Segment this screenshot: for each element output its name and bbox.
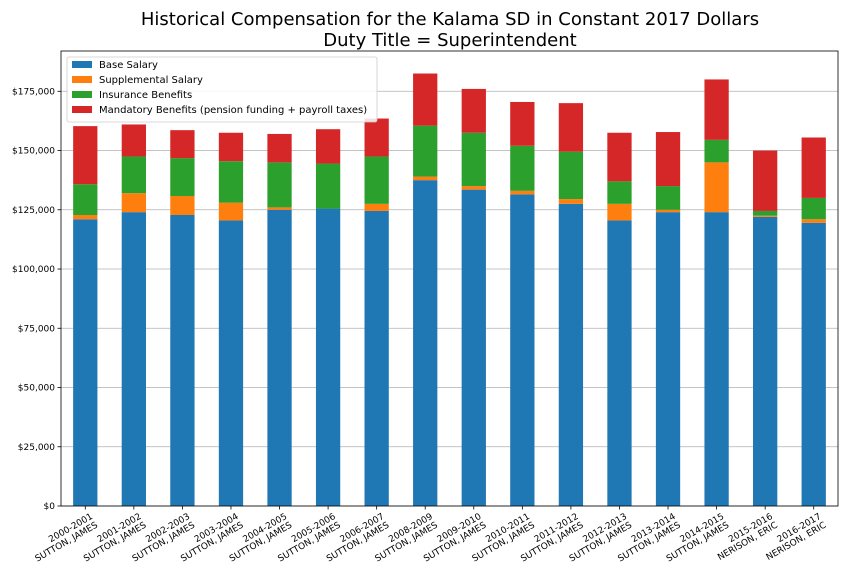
bar-segment (170, 158, 195, 197)
bar-segment (461, 186, 486, 190)
bar-segment (121, 212, 146, 507)
bar-segment (704, 139, 729, 163)
y-tick-label: $150,000 (12, 147, 55, 157)
y-tick-label: $125,000 (12, 206, 55, 216)
y-tick-label: $100,000 (12, 265, 55, 275)
bar-segment (704, 162, 729, 213)
legend: Base Salary Supplemental Salary Insurance … (66, 56, 378, 123)
bar-segment (461, 132, 486, 187)
bar-segment (510, 145, 535, 191)
legend-swatch (72, 61, 92, 68)
bar-segment (121, 193, 146, 213)
bar-segment (655, 212, 681, 507)
bar-segment (218, 202, 244, 221)
y-tick-label: $0 (44, 502, 56, 512)
y-tick-label: $25,000 (18, 443, 55, 453)
bar-segment (510, 190, 535, 195)
legend-swatch (72, 76, 92, 83)
bar-segment (170, 214, 195, 507)
bar-segment (218, 132, 244, 162)
bar-segment (558, 203, 584, 506)
bar-segment (655, 132, 681, 187)
bar-segment (558, 199, 584, 204)
legend-label: Supplemental Salary (99, 75, 203, 86)
bar-segment (655, 186, 681, 210)
bar-segment (704, 212, 729, 507)
bar-segment (73, 184, 98, 215)
legend-swatch (72, 106, 92, 113)
bar-segment (801, 197, 826, 220)
legend-swatch (72, 91, 92, 98)
bar-segment (753, 150, 778, 211)
legend-label: Mandatory Benefits (pension funding + pa… (99, 105, 367, 116)
y-tick-labels: $0 $25,000 $50,000 $75,000 $100,000 $125,000 $… (12, 87, 55, 512)
bar-segment (121, 124, 146, 157)
bar-segment (170, 196, 195, 215)
bars (73, 73, 826, 507)
bar-segment (170, 130, 195, 159)
axes (57, 50, 839, 510)
bar-segment (413, 73, 438, 126)
legend-label: Base Salary (99, 60, 158, 71)
bar-segment (607, 181, 632, 204)
bar-segment (267, 133, 292, 163)
bar-segment (218, 220, 244, 506)
chart-title: Historical Compensation for the Kalama S… (141, 9, 759, 30)
bar-segment (753, 216, 778, 506)
bar-segment (315, 208, 341, 507)
bar-segment (315, 129, 341, 164)
bar-segment (461, 189, 486, 506)
bar-segment (704, 79, 729, 140)
legend-box (66, 56, 378, 123)
y-tick-label: $75,000 (18, 324, 55, 334)
bar-segment (655, 209, 681, 213)
bar-segment (801, 222, 826, 507)
bar-segment (73, 214, 98, 220)
bar-segment (315, 163, 341, 209)
bar-segment (218, 161, 244, 203)
legend-label: Insurance Benefits (99, 90, 192, 101)
bar-segment (267, 209, 292, 506)
bar-segment (267, 207, 292, 210)
bar-segment (364, 210, 389, 506)
bar-segment (607, 220, 632, 506)
bar-segment (413, 176, 438, 181)
bar-segment (267, 162, 292, 208)
bar-segment (413, 125, 438, 177)
y-tick-label: $175,000 (12, 87, 55, 97)
bar-segment (364, 118, 389, 157)
bar-segment (413, 180, 438, 507)
bar-segment (510, 101, 535, 146)
bar-segment (121, 156, 146, 194)
bar-segment (607, 203, 632, 221)
bar-segment (753, 210, 778, 216)
bar-segment (558, 103, 584, 152)
y-tick-label: $50,000 (18, 384, 55, 394)
bar-segment (510, 194, 535, 507)
bar-segment (73, 219, 98, 507)
bar-segment (364, 203, 389, 211)
bar-segment (801, 137, 826, 198)
bar-segment (461, 88, 486, 133)
chart-subtitle: Duty Title = Superintendent (323, 30, 576, 51)
bar-segment (558, 151, 584, 200)
bar-segment (364, 156, 389, 204)
bar-segment (753, 215, 778, 217)
bar-segment (73, 126, 98, 185)
bar-segment (801, 219, 826, 223)
bar-segment (607, 132, 632, 182)
plot-frame (60, 50, 839, 507)
